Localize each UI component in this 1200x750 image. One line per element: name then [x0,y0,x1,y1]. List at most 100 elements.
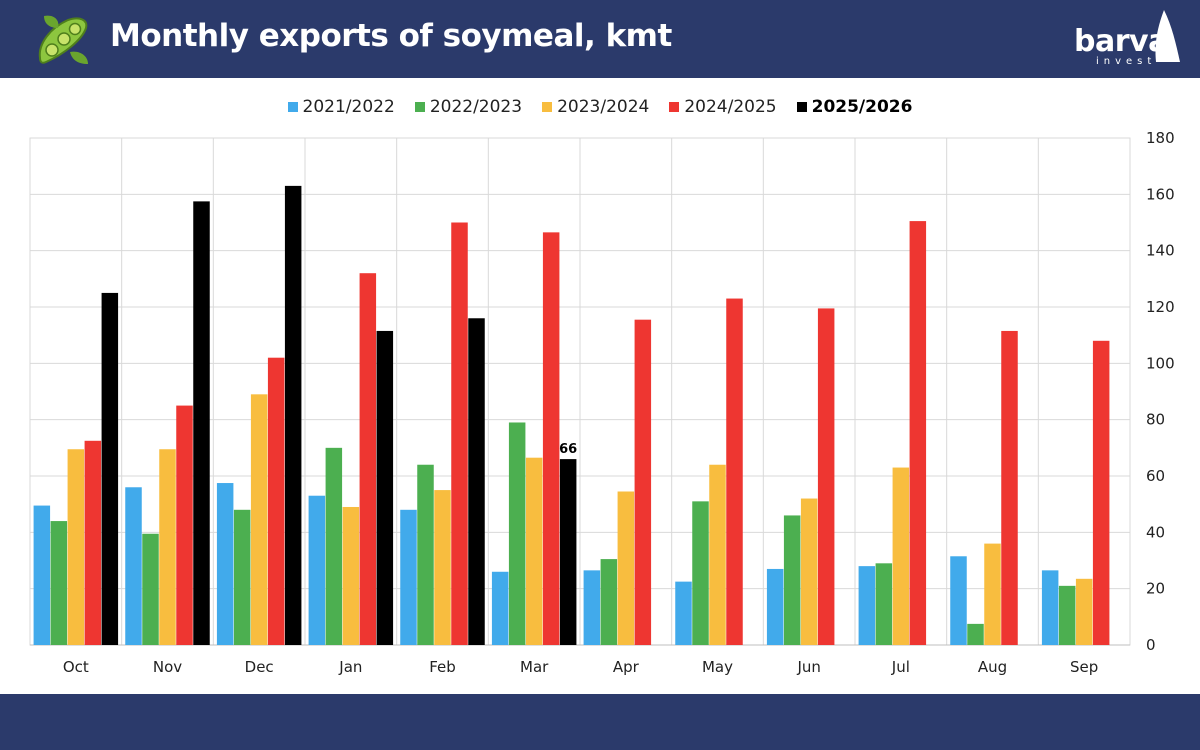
bar-apr-2022-2023 [600,559,618,645]
legend-label: 2025/2026 [811,97,913,117]
y-tick-label: 140 [1146,242,1175,260]
bar-jan-2025-2026 [376,330,394,645]
legend-item-2025-2026: 2025/2026 [796,97,913,117]
bar-dec-2024-2025 [267,357,285,645]
bar-nov-2021-2022 [125,487,142,645]
bar-jan-2022-2023 [325,447,343,645]
bar-aug-2022-2023 [967,623,984,645]
legend-item-2021-2022: 2021/2022 [287,97,395,117]
bar-feb-2023-2024 [434,490,451,645]
bar-jul-2021-2022 [858,566,876,645]
x-tick-label: Sep [1070,658,1098,676]
bar-mar-2024-2025 [542,232,560,645]
bar-apr-2023-2024 [617,491,635,645]
bar-jan-2023-2024 [342,506,360,645]
bar-apr-2021-2022 [583,570,601,645]
y-tick-label: 0 [1146,636,1156,654]
brand-name: barva [1074,24,1168,59]
legend-swatch [542,102,553,112]
bar-sep-2021-2022 [1041,570,1059,645]
x-tick-label: Apr [613,658,640,676]
bar-jun-2022-2023 [783,515,801,645]
bar-nov-2022-2023 [142,533,159,645]
sail-icon [1155,10,1180,62]
bar-dec-2021-2022 [216,483,234,645]
x-tick-label: Aug [978,658,1007,676]
bar-aug-2021-2022 [950,556,967,645]
legend-item-2024-2025: 2024/2025 [669,97,777,117]
chart-legend: 2021/2022 2022/2023 2023/2024 2024/2025 2025… [0,94,1200,120]
bar-oct-2025-2026 [101,292,119,645]
bar-mar-2022-2023 [508,422,526,645]
y-tick-label: 120 [1146,298,1175,316]
legend-swatch [414,102,425,112]
bar-feb-2022-2023 [417,464,434,645]
bar-mar-2025-2026 [559,459,577,645]
y-tick-label: 100 [1146,354,1175,372]
bar-jan-2024-2025 [359,273,377,645]
brand-logo: barva invest [1066,8,1184,72]
legend-label: 2021/2022 [302,97,395,117]
bar-may-2022-2023 [692,501,709,645]
legend-item-2023-2024: 2023/2024 [542,97,649,117]
bar-jan-2021-2022 [308,495,326,645]
x-tick-label: Jun [796,658,820,676]
x-tick-label: Nov [153,658,182,676]
footer-bar [0,694,1200,750]
bar-sep-2024-2025 [1092,340,1110,645]
x-tick-label: Oct [63,658,89,676]
y-tick-label: 60 [1146,467,1165,485]
legend-label: 2024/2025 [684,97,777,117]
bar-jul-2023-2024 [892,467,910,645]
bar-jul-2024-2025 [909,221,927,645]
bar-jun-2021-2022 [766,568,784,645]
bar-dec-2023-2024 [250,394,268,645]
bar-oct-2024-2025 [84,440,102,645]
x-tick-label: Jul [891,658,910,676]
bar-feb-2024-2025 [451,222,468,645]
bar-feb-2025-2026 [468,318,485,645]
y-tick-label: 20 [1146,580,1165,598]
bar-dec-2022-2023 [233,509,251,645]
y-tick-label: 160 [1146,185,1175,203]
bar-may-2021-2022 [675,581,692,645]
bar-aug-2024-2025 [1001,330,1018,645]
bar-dec-2025-2026 [284,185,302,645]
x-tick-label: Feb [429,658,456,676]
bar-aug-2023-2024 [984,543,1001,645]
data-label: 66 [559,442,577,457]
bar-oct-2023-2024 [67,449,85,645]
bar-oct-2021-2022 [33,505,51,645]
brand-subtitle: invest [1096,56,1157,67]
y-tick-label: 80 [1146,411,1165,429]
bar-chart: 0 20 40 60 80 100 120 140 160 180 Oct Nov Dec Jan Feb M… [29,129,1175,676]
legend-swatch [669,102,680,112]
bar-apr-2024-2025 [634,319,652,645]
bar-sep-2022-2023 [1058,585,1076,645]
legend-label: 2022/2023 [429,97,523,117]
header-bar: Monthly exports of soymeal, kmt barva in… [0,0,1200,78]
bar-mar-2021-2022 [491,571,509,645]
legend-item-2022-2023: 2022/2023 [414,97,523,117]
bar-mar-2023-2024 [525,457,543,645]
y-tick-label: 180 [1146,129,1175,147]
bar-feb-2021-2022 [400,509,417,645]
bar-nov-2025-2026 [193,201,210,645]
legend-label: 2023/2024 [557,97,650,117]
soybean-pod-icon [38,15,88,64]
y-tick-label: 40 [1146,523,1165,541]
bar-sep-2023-2024 [1075,578,1093,645]
x-tick-label: Mar [520,658,549,676]
legend-swatch [287,102,298,112]
bar-nov-2024-2025 [176,405,193,645]
bar-may-2023-2024 [709,464,726,645]
bar-jun-2024-2025 [817,308,835,645]
bar-jul-2022-2023 [875,563,893,645]
bar-nov-2023-2024 [159,449,176,645]
bar-jun-2023-2024 [800,498,818,645]
x-tick-label: May [702,658,733,676]
x-tick-label: Dec [245,658,274,676]
bar-oct-2022-2023 [50,521,68,645]
x-tick-label: Jan [338,658,362,676]
legend-swatch [796,102,807,112]
